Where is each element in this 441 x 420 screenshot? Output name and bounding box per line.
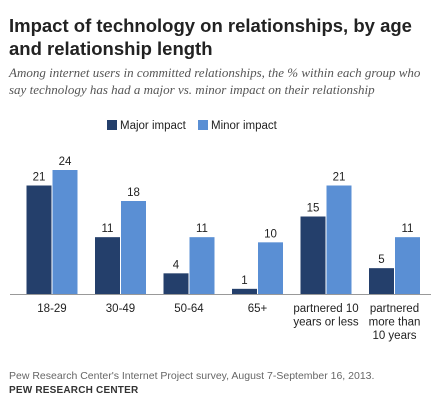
bar-minor-0 [52,170,78,294]
data-label-major-2: 4 [173,259,180,271]
category-label-4: partnered 10 years or less [293,303,358,329]
bar-major-0 [26,185,52,294]
data-label-major-0: 21 [33,172,46,184]
data-label-minor-4: 21 [333,172,346,184]
legend-label-minor: Minor impact [211,120,278,132]
bar-chart: Major impact Minor impact 212411184111101… [10,120,431,342]
bar-minor-5 [395,237,420,294]
data-label-major-3: 1 [241,275,247,287]
category-label-3: 65+ [248,303,268,315]
category-label-0: 18-29 [37,303,66,315]
legend: Major impact Minor impact [107,120,278,132]
data-label-minor-5: 11 [402,223,414,235]
data-label-minor-3: 10 [264,228,277,240]
data-label-minor-1: 18 [127,187,140,199]
data-label-minor-2: 11 [196,223,208,235]
legend-swatch-minor [198,120,208,130]
data-label-minor-0: 24 [59,156,72,168]
bar-major-1 [95,237,120,294]
data-label-major-4: 15 [307,203,320,215]
bar-minor-3 [258,242,283,294]
x-axis-labels: 18-29 30-49 50-64 65+ partnered 10 years or l… [37,303,420,342]
bar-minor-4 [326,185,352,294]
legend-label-major: Major impact [120,120,187,132]
bar-major-3 [232,288,257,294]
chart-subtitle: Among internet users in committed relati… [9,65,421,97]
category-label-1: 30-49 [106,303,135,315]
chart-title: Impact of technology on relationships, b… [9,15,412,59]
data-label-major-1: 11 [102,223,114,235]
bar-major-5 [369,268,394,294]
bar-major-2 [163,273,189,294]
source-note: Pew Research Center's Internet Project s… [9,370,375,382]
legend-swatch-major [107,120,117,130]
bar-minor-1 [121,201,146,294]
data-label-major-5: 5 [378,254,384,266]
bar-minor-2 [189,237,215,294]
bar-major-4 [300,216,326,294]
category-label-5: partnered more than 10 years [369,303,421,342]
category-label-2: 50-64 [174,303,204,315]
organization-name: PEW RESEARCH CENTER [9,385,139,396]
